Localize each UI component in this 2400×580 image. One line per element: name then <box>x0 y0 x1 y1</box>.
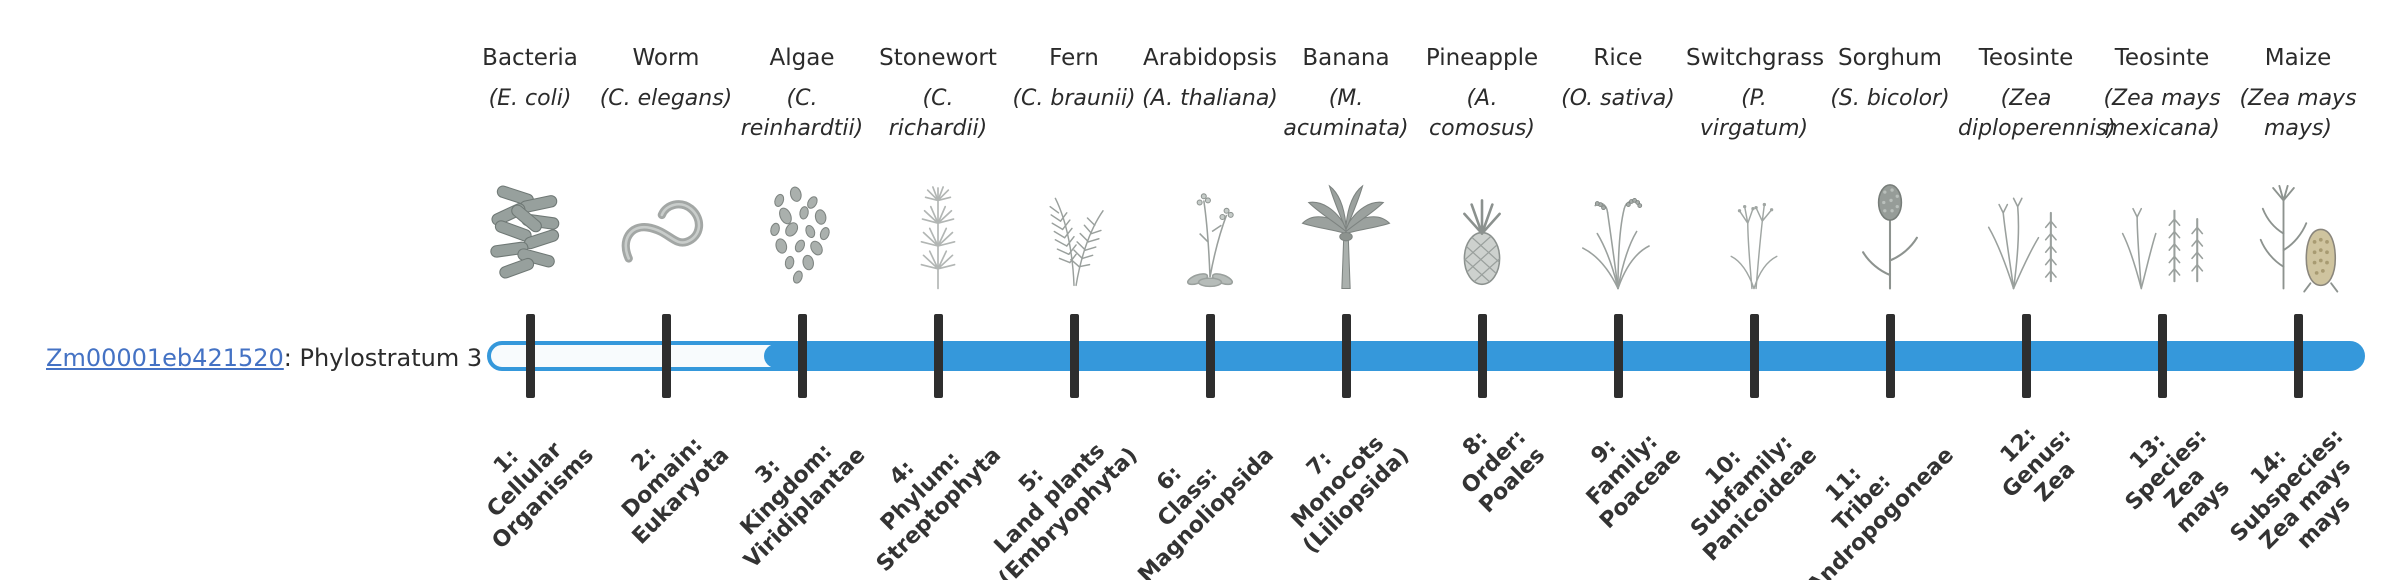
organism-column-teosinte-diploperennis: Teosinte (Zea diploperennis) <box>1958 44 2116 304</box>
phylostratum-tick-14 <box>2293 314 2303 398</box>
organism-common-name: Teosinte <box>1978 45 2074 71</box>
organism-common-name: Worm <box>632 45 700 71</box>
organism-scientific-name: (M. acuminata) <box>1283 86 1409 141</box>
phylostratum-tick-6 <box>1205 314 1215 398</box>
organism-column-fern: Fern (C. braunii) <box>1006 44 1142 304</box>
organism-common-name: Sorghum <box>1838 45 1942 71</box>
phylostratum-tick-1 <box>525 314 535 398</box>
pineapple-icon <box>1414 154 1550 304</box>
organism-common-name: Bacteria <box>482 45 578 71</box>
tick-row <box>462 314 2366 398</box>
phylostratum-label-12: 12: Genus: Zea <box>1995 422 2081 508</box>
gene-id-link[interactable]: Zm00001eb421520 <box>46 344 284 372</box>
organism-common-name: Banana <box>1302 45 1390 71</box>
organism-scientific-name: (C. braunii) <box>1012 86 1136 111</box>
organism-common-name: Arabidopsis <box>1143 45 1277 71</box>
phylostratum-tick-3 <box>797 314 807 398</box>
phylostratum-label-7: 7: Monocots (Liliopsida) <box>1286 431 1415 559</box>
arabidopsis-icon <box>1142 154 1278 304</box>
organism-column-worm: Worm (C. elegans) <box>598 44 734 304</box>
organism-scientific-name: (S. bicolor) <box>1830 86 1950 111</box>
phylostratum-tick-2 <box>661 314 671 398</box>
organism-column-algae: Algae (C. reinhardtii) <box>734 44 870 304</box>
organism-scientific-name: (Zea mays mexicana) <box>2103 86 2221 141</box>
organism-column-arabidopsis: Arabidopsis (A. thaliana) <box>1142 44 1278 304</box>
banana-icon <box>1278 154 1414 304</box>
organism-column-pineapple: Pineapple (A. comosus) <box>1414 44 1550 304</box>
organism-column-bacteria: Bacteria (E. coli) <box>462 44 598 304</box>
phylostratum-label-14: 14: Subspecies: Zea mays mays <box>2225 424 2356 555</box>
organism-common-name: Algae <box>769 45 835 71</box>
organism-scientific-name: (C. richardii) <box>888 86 988 141</box>
organism-column-rice: Rice (O. sativa) <box>1550 44 1686 304</box>
phylostratum-tick-11 <box>1885 314 1895 398</box>
organism-scientific-name: (O. sativa) <box>1561 86 1675 111</box>
organism-common-name: Rice <box>1593 45 1643 71</box>
phylostratum-label-row: 1: Cellular Organisms 2: Domain: Eukaryo… <box>462 402 2366 580</box>
organism-scientific-name: (C. elegans) <box>599 86 733 111</box>
organism-column-teosinte-mexicana: Teosinte (Zea mays mexicana) <box>2094 44 2230 304</box>
teosinte-diploperennis-icon <box>1958 154 2094 304</box>
phylostratum-tick-8 <box>1477 314 1487 398</box>
phylostratum-text: : Phylostratum 3 <box>283 344 483 372</box>
organism-scientific-name: (P. virgatum) <box>1699 86 1809 141</box>
organism-common-name: Pineapple <box>1425 45 1539 71</box>
phylostratum-label-8: 8: Order: Poales <box>1457 424 1551 519</box>
organism-scientific-name: (C. reinhardtii) <box>740 86 864 141</box>
phylostratum-tick-7 <box>1341 314 1351 398</box>
phylostratum-tick-13 <box>2157 314 2167 398</box>
organism-scientific-name: (A. thaliana) <box>1142 86 1278 111</box>
bacteria-icon <box>462 154 598 304</box>
organism-scientific-name: (A. comosus) <box>1429 86 1535 141</box>
organism-column-stonewort: Stonewort (C. richardii) <box>870 44 1006 304</box>
organism-column-maize: Maize (Zea mays mays) <box>2230 44 2366 304</box>
organism-column-sorghum: Sorghum (S. bicolor) <box>1822 44 1958 304</box>
organism-header-row: Bacteria (E. coli) <box>462 44 2366 304</box>
phylostratum-tick-5 <box>1069 314 1079 398</box>
organism-common-name: Teosinte <box>2114 45 2210 71</box>
gene-label: Zm00001eb421520: Phylostratum 3 <box>46 344 482 372</box>
maize-icon <box>2230 154 2366 304</box>
timeline-bar-fill <box>764 344 2362 368</box>
organism-scientific-name: (Zea diploperennis) <box>1958 86 2116 141</box>
switchgrass-icon <box>1686 154 1822 304</box>
organism-column-banana: Banana (M. acuminata) <box>1278 44 1414 304</box>
organism-common-name: Fern <box>1049 45 1099 71</box>
worm-icon <box>598 154 734 304</box>
organism-common-name: Maize <box>2264 45 2332 71</box>
stonewort-icon <box>870 154 1006 304</box>
fern-icon <box>1006 154 1142 304</box>
sorghum-icon <box>1822 154 1958 304</box>
rice-icon <box>1550 154 1686 304</box>
phylostratum-tick-4 <box>933 314 943 398</box>
phylostratum-tick-9 <box>1613 314 1623 398</box>
phylostratum-tick-12 <box>2021 314 2031 398</box>
phylostratum-label-1: 1: Cellular Organisms <box>481 437 599 555</box>
algae-icon <box>734 154 870 304</box>
organism-scientific-name: (E. coli) <box>488 86 572 111</box>
organism-scientific-name: (Zea mays mays) <box>2239 86 2357 141</box>
teosinte-mexicana-icon <box>2094 154 2230 304</box>
organism-common-name: Stonewort <box>879 45 997 71</box>
organism-column-switchgrass: Switchgrass (P. virgatum) <box>1686 44 1825 304</box>
phylostratum-tick-10 <box>1749 314 1759 398</box>
organism-common-name: Switchgrass <box>1686 45 1825 71</box>
